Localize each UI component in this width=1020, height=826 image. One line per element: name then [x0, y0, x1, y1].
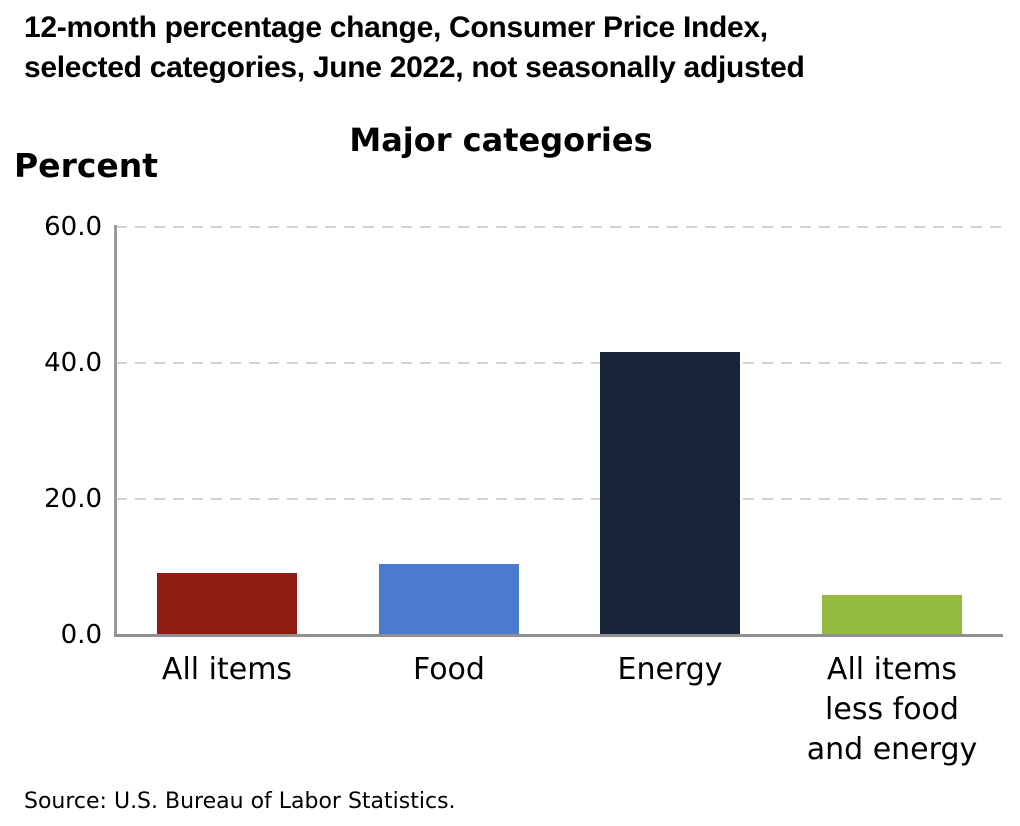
- chart-header-title: 12-month percentage change, Consumer Pri…: [24, 11, 805, 84]
- source-note: Source: U.S. Bureau of Labor Statistics.: [24, 789, 456, 814]
- gridline-40: [116, 362, 1003, 364]
- bar-energy: [600, 352, 740, 635]
- y-tick-label: 20.0: [44, 484, 102, 514]
- gridline-20: [116, 498, 1003, 500]
- chart-title: Major categories: [349, 121, 653, 159]
- y-axis-title: Percent: [14, 146, 159, 185]
- bar-all-items: [822, 595, 962, 635]
- x-tick-label: Energy: [617, 652, 723, 687]
- gridline-60: [116, 226, 1003, 228]
- x-axis-line: [114, 634, 1003, 637]
- y-axis-line: [114, 225, 117, 637]
- bar-food: [379, 564, 519, 635]
- bar-all-items: [157, 573, 297, 635]
- y-tick-label: 40.0: [44, 348, 102, 378]
- y-tick-label: 60.0: [44, 212, 102, 242]
- y-tick-label: 0.0: [60, 620, 102, 650]
- x-tick-label: All items: [161, 652, 293, 687]
- x-tick-label: All items less food and energy: [806, 652, 978, 767]
- x-tick-label: Food: [413, 652, 485, 687]
